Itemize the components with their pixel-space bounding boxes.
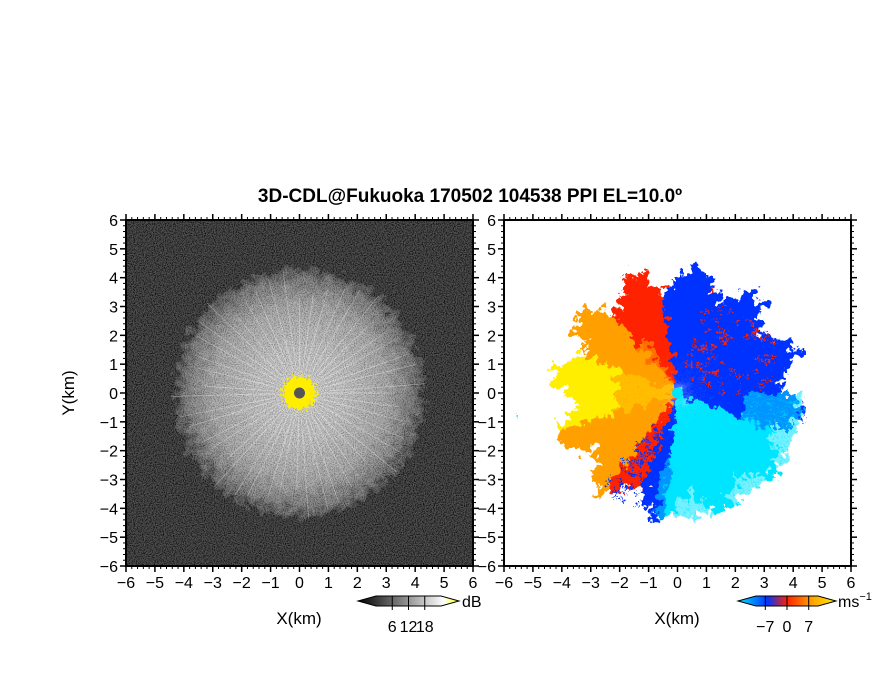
velocity-y-tick-label: 0 [487,386,496,403]
colorbar-tick-label: 7 [804,619,813,636]
reflectivity-y-tick-label: 6 [109,213,118,230]
velocity-y-tick-label: 3 [487,300,496,317]
radar-center-marker [294,387,305,399]
velocity-x-tick-label: −6 [495,575,513,592]
velocity-y-tick-label: 5 [487,242,496,259]
radar-center-marker-velocity [672,387,683,399]
velocity-y-tick-label: 6 [487,213,496,230]
colorbar-tick-label: −7 [756,619,774,636]
velocity-axes: −6 −5 −4 −3 −2 −1 0 1 2 3 4 5 6 −6 −5 −4 −3 −2 −1 0 1 2 3 4 5 6 [478,213,857,592]
colorbar-tick-label: 6 [388,619,397,636]
velocity-x-tick-label: 6 [847,575,856,592]
velocity-y-tick-label: 1 [487,357,496,374]
velocity-x-tick-label: 3 [760,575,769,592]
reflectivity-x-axis-label: X(km) [276,609,321,628]
colorbar-tick-label: 12 [400,619,418,636]
velocity-x-tick-label: −1 [639,575,657,592]
reflectivity-y-tick-label: −3 [100,473,118,490]
velocity-x-tick-label: 4 [789,575,798,592]
reflectivity-y-tick-label: 2 [109,328,118,345]
velocity-x-tick-label: 0 [673,575,682,592]
reflectivity-x-tick-label: −2 [233,575,251,592]
velocity-x-tick-label: 1 [702,575,711,592]
reflectivity-y-tick-label: 1 [109,357,118,374]
reflectivity-x-tick-label: 5 [440,575,449,592]
reflectivity-y-tick-label: −4 [100,501,118,518]
reflectivity-x-tick-label: 3 [382,575,391,592]
figure-title: 3D-CDL@Fukuoka 170502 104538 PPI EL=10.0… [257,186,683,207]
velocity-y-tick-label: −5 [478,530,496,547]
velocity-y-tick-label: 4 [487,271,496,288]
reflectivity-x-tick-label: 2 [353,575,362,592]
reflectivity-x-tick-label: −6 [117,575,135,592]
reflectivity-y-tick-label: −6 [100,559,118,576]
reflectivity-y-tick-label: −5 [100,530,118,547]
velocity-y-tick-label: −6 [478,559,496,576]
velocity-colorbar-unit: ms−1 [838,591,872,611]
reflectivity-y-tick-label: 4 [109,271,118,288]
reflectivity-x-tick-label: −5 [146,575,164,592]
velocity-speckles [515,287,775,515]
velocity-y-tick-label: −3 [478,473,496,490]
reflectivity-y-tick-label: 5 [109,242,118,259]
reflectivity-x-tick-label: 1 [324,575,333,592]
reflectivity-rays [171,265,428,521]
colorbar-tick-label: 18 [416,619,434,636]
velocity-y-tick-label: −4 [478,501,496,518]
reflectivity-x-tick-label: 6 [469,575,478,592]
reflectivity-y-tick-label: −2 [100,444,118,461]
velocity-y-tick-label: −2 [478,444,496,461]
colorbar-tick-label: 0 [783,619,792,636]
reflectivity-x-tick-label: 0 [295,575,304,592]
velocity-colorbar: −7 0 7 ms−1 [736,591,872,636]
reflectivity-axes: −6 −5 −4 −3 −2 −1 0 1 2 3 4 5 6 −6 −5 −4 −3 −2 −1 0 1 2 3 4 5 6 [100,213,479,592]
velocity-x-tick-label: −2 [611,575,629,592]
velocity-y-tick-label: −1 [478,415,496,432]
velocity-x-tick-label: −5 [524,575,542,592]
reflectivity-y-axis-label: Y(km) [59,370,78,415]
reflectivity-x-tick-label: −1 [261,575,279,592]
velocity-x-axis-label: X(km) [654,609,699,628]
reflectivity-x-tick-label: 4 [411,575,420,592]
reflectivity-y-tick-label: −1 [100,415,118,432]
reflectivity-x-tick-label: −4 [175,575,193,592]
reflectivity-x-tick-label: −3 [204,575,222,592]
velocity-x-tick-label: 2 [731,575,740,592]
reflectivity-y-tick-label: 0 [109,386,118,403]
velocity-x-tick-label: −3 [582,575,600,592]
reflectivity-colorbar-unit: dB [462,594,482,611]
velocity-y-tick-label: 2 [487,328,496,345]
velocity-x-tick-label: −4 [553,575,571,592]
velocity-panel: −6 −5 −4 −3 −2 −1 0 1 2 3 4 5 6 −6 −5 −4 −3 −2 −1 0 1 2 3 4 5 6 X… [478,213,872,636]
velocity-x-tick-label: 5 [818,575,827,592]
reflectivity-y-tick-label: 3 [109,300,118,317]
